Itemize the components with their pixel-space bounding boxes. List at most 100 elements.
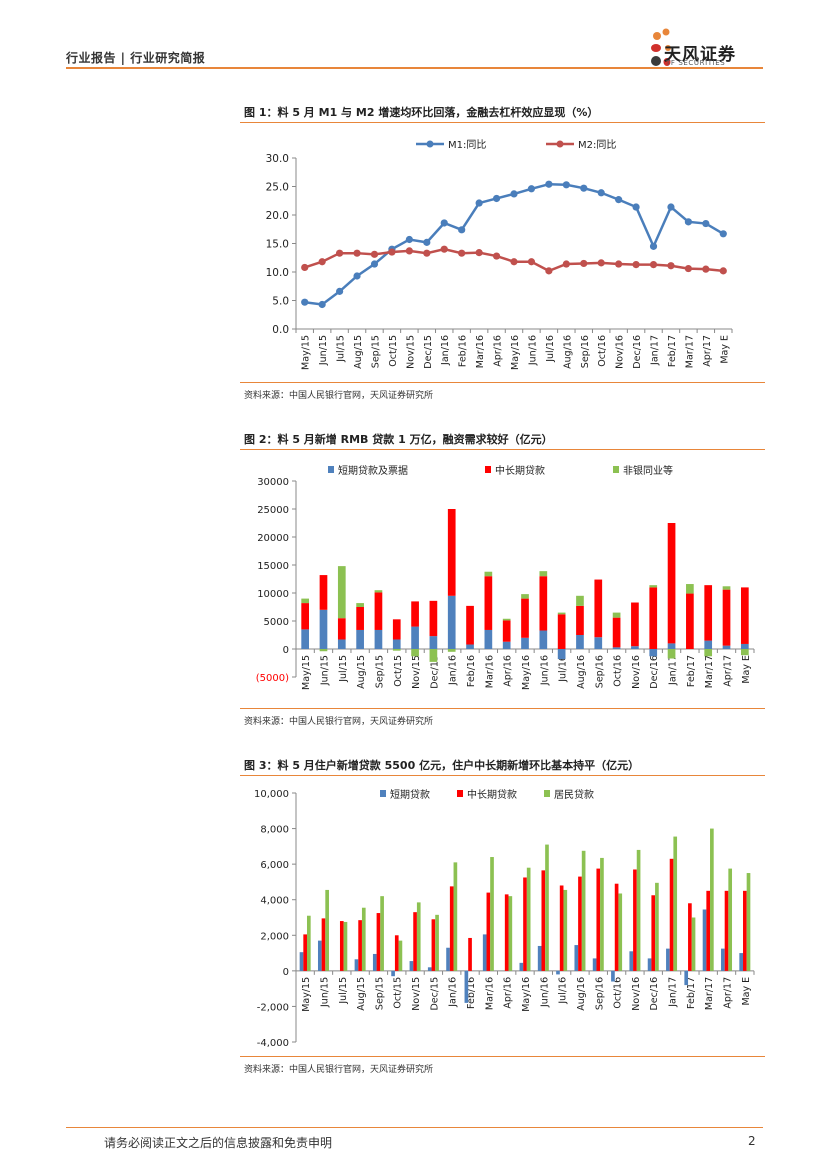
stacked-bar-segment [447,649,456,652]
legend-swatch [544,790,550,797]
series-point [318,258,326,266]
x-tick-label: May/15 [301,335,312,370]
stacked-bar-segment [612,647,621,649]
bar [655,882,659,971]
bar [508,896,513,971]
stacked-bar-segment [539,571,548,577]
series-point [370,250,379,258]
footer-disclaimer: 请务必阅读正文之后的信息披露和免责申明 [104,1136,333,1150]
bar [600,857,604,971]
y-tick-label: 10.0 [266,267,289,279]
x-tick-label: Apr/17 [723,977,734,1009]
stacked-bar-segment [374,629,383,649]
series-point [370,260,379,268]
bar [706,890,711,971]
figure3-bottom-rule [240,1056,765,1057]
legend-label: M2:同比 [578,139,616,151]
x-tick-label: May/15 [301,977,312,1012]
x-tick-label: Mar/16 [475,335,486,368]
bar [636,849,641,971]
figure1-bottom-rule [240,382,765,383]
x-tick-label: Apr/16 [503,977,514,1009]
y-tick-label: 10000 [257,589,289,600]
series-point [458,226,466,234]
y-tick-label: 15000 [257,561,289,572]
series-point [440,219,448,227]
bar [409,961,414,971]
x-tick-label: May/16 [521,655,532,690]
x-tick-label: Jun/16 [539,655,550,686]
footer-divider [66,1127,763,1128]
x-tick-label: Feb/17 [686,977,697,1009]
y-tick-label: 25.0 [266,182,289,194]
x-tick-label: May E [719,335,730,364]
figure2-bottom-rule [240,708,765,709]
x-tick-label: Jun/16 [539,977,550,1008]
x-tick-label: Apr/16 [503,655,514,687]
series-point [684,264,692,273]
stacked-bar-segment [411,601,419,627]
legend-label: 短期贷款及票据 [338,464,408,477]
bar [669,858,674,971]
legend-label: 居民贷款 [554,788,594,801]
x-tick-label: May/16 [510,335,521,370]
bar [490,857,494,971]
series-point [632,203,640,211]
stacked-bar-segment [337,566,346,619]
bar [449,886,454,971]
legend-label: 中长期贷款 [495,464,545,477]
series-point [527,258,536,266]
x-tick-label: Mar/17 [704,977,715,1010]
stacked-bar-segment [722,645,731,649]
bar [673,836,678,971]
stacked-bar-segment [521,637,529,649]
bar [647,958,652,971]
bar [578,876,582,971]
bar [746,873,751,971]
series-point [719,230,727,238]
x-tick-label: Jun/16 [527,335,538,366]
x-tick-label: Jun/15 [319,655,330,686]
stacked-bar-segment [539,576,548,631]
x-tick-label: Feb/17 [686,655,697,687]
figure3-title: 图 3：料 5 月住户新增贷款 5500 亿元，住户中长期新增环比基本持平（亿元… [244,759,640,772]
stacked-bar-segment [356,603,364,607]
x-tick-label: Jul/15 [336,335,347,363]
figure3-top-rule [240,775,765,776]
x-tick-label: Apr/16 [493,335,504,367]
y-tick-label: 4,000 [260,896,289,907]
x-tick-label: Sep/16 [580,335,591,368]
stacked-bar-segment [649,587,658,649]
bar [721,948,725,971]
series-point [597,259,605,267]
x-tick-label: Mar/17 [684,335,695,368]
legend-label: 中长期贷款 [467,788,517,801]
x-tick-label: Sep/16 [594,977,605,1010]
x-tick-label: Jul/15 [338,977,349,1005]
series-point [580,184,588,192]
x-tick-label: Dec/16 [632,335,643,369]
series-point [336,249,344,257]
x-tick-label: Jun/15 [318,335,329,366]
y-tick-label: (5000) [256,673,289,684]
y-tick-label: 20.0 [266,210,289,222]
legend-marker [426,140,434,148]
series-point [667,262,675,270]
report-type-label: 行业报告 | 行业研究简报 [66,51,206,65]
bar [739,953,744,971]
x-tick-label: Sep/15 [374,977,385,1010]
series-point [632,260,640,269]
series-point [475,249,483,257]
series-point [615,260,623,268]
stacked-bar-segment [521,594,529,599]
bar [303,934,307,971]
x-tick-label: Oct/16 [613,977,624,1009]
header-divider [66,67,763,69]
stacked-bar-segment [502,618,511,621]
bar [688,903,692,971]
x-tick-label: Dec/15 [429,655,440,689]
stacked-bar-segment [447,595,456,649]
stacked-bar-segment [301,629,310,649]
bar [325,889,329,971]
bar [391,970,395,977]
